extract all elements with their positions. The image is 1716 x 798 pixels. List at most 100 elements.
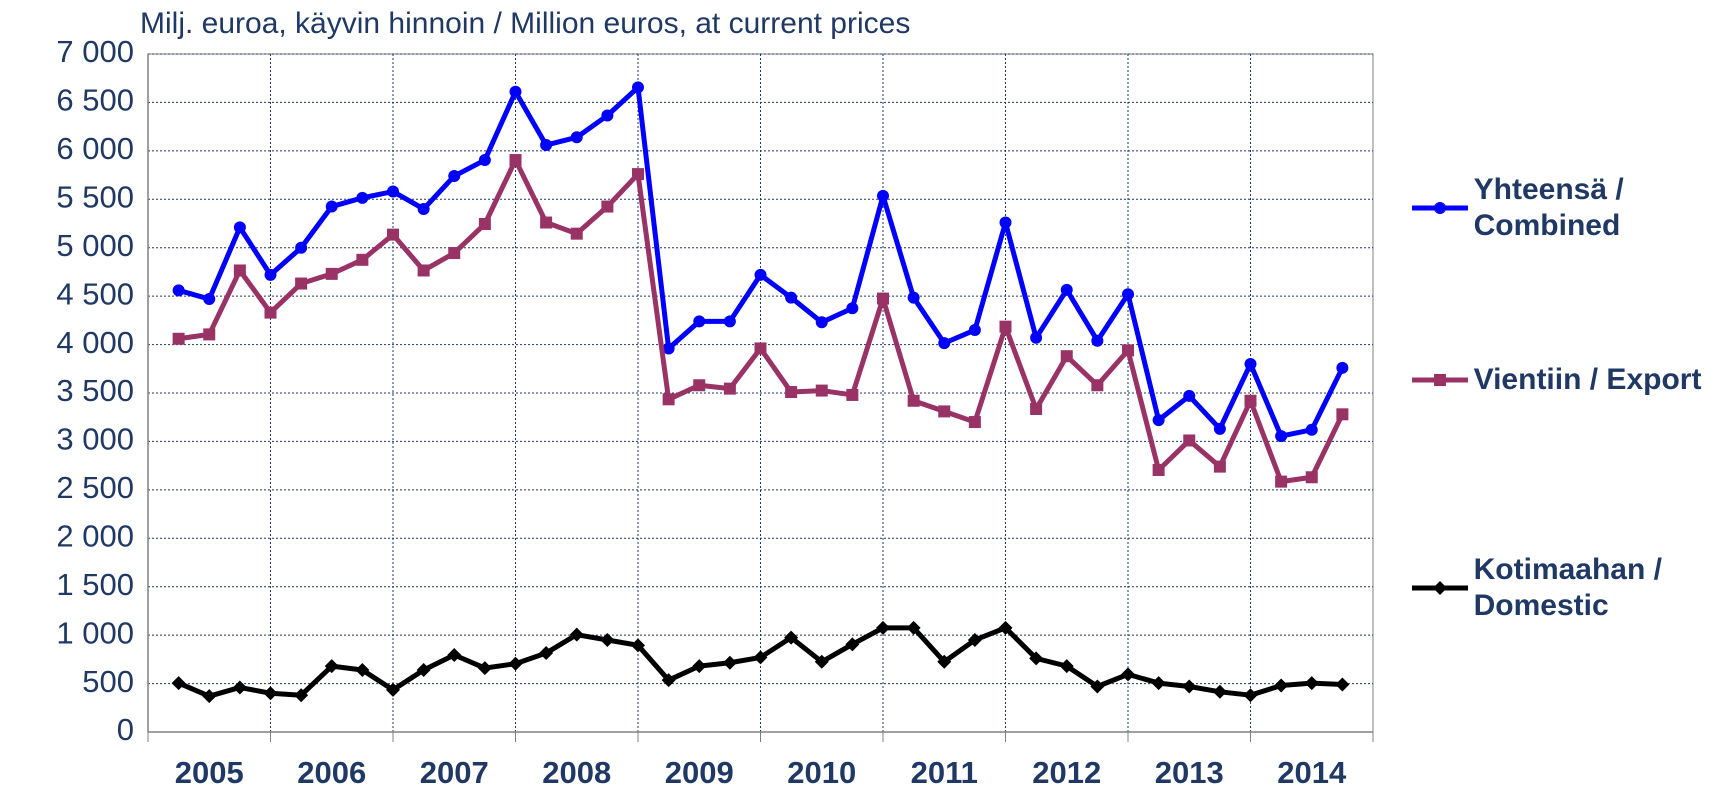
- point: [877, 189, 889, 202]
- point: [203, 293, 216, 306]
- point: [632, 168, 644, 181]
- x-tick-label: 2008: [542, 755, 611, 790]
- point: [477, 661, 492, 676]
- y-tick-label: 2 500: [56, 470, 134, 505]
- point: [478, 154, 491, 167]
- point: [846, 302, 859, 315]
- point: [171, 676, 186, 691]
- point: [1152, 414, 1165, 427]
- point: [356, 253, 369, 266]
- point: [814, 654, 829, 669]
- point: [172, 284, 185, 297]
- point: [907, 291, 920, 304]
- point: [1434, 202, 1446, 214]
- legend-item: Yhteensä / Combined: [1412, 172, 1712, 244]
- point: [386, 682, 400, 697]
- point: [416, 663, 431, 678]
- point: [754, 342, 767, 355]
- y-tick-label: 4 000: [56, 325, 134, 360]
- point: [845, 637, 860, 652]
- y-tick-label: 6 000: [56, 131, 134, 166]
- y-tick-label: 7 000: [56, 34, 134, 69]
- point: [938, 405, 951, 418]
- point: [1305, 471, 1318, 484]
- point: [1304, 676, 1319, 691]
- legend-item: Vientiin / Export: [1412, 362, 1712, 398]
- point: [202, 689, 217, 704]
- point: [1059, 659, 1074, 674]
- point: [722, 655, 737, 670]
- point: [233, 221, 246, 234]
- point: [1274, 678, 1289, 693]
- x-tick-label: 2013: [1155, 755, 1224, 790]
- y-tick-label: 0: [117, 712, 134, 747]
- point: [263, 686, 278, 701]
- point: [1183, 434, 1196, 447]
- point: [693, 379, 706, 392]
- point: [355, 663, 370, 678]
- point: [754, 268, 767, 281]
- point: [999, 216, 1012, 229]
- point: [693, 315, 706, 328]
- y-tick-label: 2 000: [56, 518, 134, 553]
- point: [1151, 676, 1166, 691]
- point: [387, 228, 399, 241]
- point: [447, 647, 462, 662]
- point: [539, 646, 554, 661]
- x-tick-label: 2010: [787, 755, 856, 790]
- point: [294, 688, 309, 703]
- point: [815, 384, 828, 397]
- x-tick-label: 2005: [175, 755, 244, 790]
- y-tick-label: 6 500: [56, 83, 134, 118]
- point: [1182, 679, 1197, 694]
- point: [662, 393, 675, 406]
- point: [1060, 350, 1073, 363]
- point: [1091, 334, 1104, 347]
- point: [1305, 423, 1318, 436]
- point: [325, 200, 338, 213]
- point: [295, 277, 308, 290]
- point: [570, 227, 583, 240]
- point: [785, 291, 798, 304]
- point: [448, 247, 461, 260]
- point: [387, 185, 399, 198]
- point: [877, 292, 889, 305]
- point: [631, 638, 645, 653]
- point: [264, 306, 277, 319]
- point: [1030, 331, 1043, 344]
- point: [662, 342, 675, 355]
- legend-label: Kotimaahan / Domestic: [1473, 553, 1662, 622]
- point: [1122, 344, 1134, 357]
- legend-label: Yhteensä / Combined: [1473, 173, 1624, 242]
- point: [1213, 422, 1226, 435]
- point: [540, 216, 553, 229]
- point: [1030, 402, 1043, 415]
- y-tick-label: 4 500: [56, 276, 134, 311]
- legend-label: Vientiin / Export: [1473, 363, 1702, 396]
- point: [324, 659, 339, 674]
- point: [264, 268, 277, 281]
- y-tick-label: 500: [82, 664, 134, 699]
- point: [846, 388, 859, 401]
- point: [356, 191, 369, 204]
- x-tick-label: 2011: [911, 755, 978, 790]
- point: [417, 202, 430, 215]
- point: [998, 620, 1013, 635]
- point: [1335, 677, 1350, 692]
- point: [203, 328, 216, 341]
- y-tick-label: 1 500: [56, 567, 134, 602]
- point: [1275, 475, 1288, 488]
- point: [325, 267, 338, 280]
- point: [1090, 679, 1105, 694]
- point: [632, 81, 644, 94]
- y-tick-label: 5 500: [56, 179, 134, 214]
- point: [999, 320, 1012, 333]
- chart-title: Milj. euroa, käyvin hinnoin / Million eu…: [140, 7, 910, 40]
- point: [723, 315, 736, 328]
- point: [1121, 667, 1135, 682]
- point: [1244, 357, 1257, 370]
- point: [906, 620, 921, 635]
- y-tick-label: 5 000: [56, 228, 134, 263]
- x-tick-label: 2007: [420, 755, 489, 790]
